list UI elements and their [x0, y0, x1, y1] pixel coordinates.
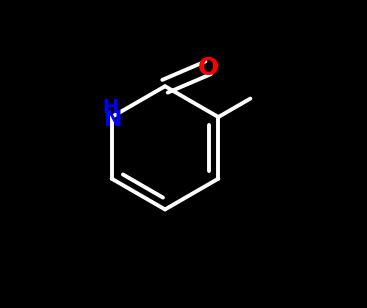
Text: H: H: [102, 98, 118, 117]
Text: N: N: [104, 110, 123, 130]
Text: O: O: [197, 56, 219, 80]
